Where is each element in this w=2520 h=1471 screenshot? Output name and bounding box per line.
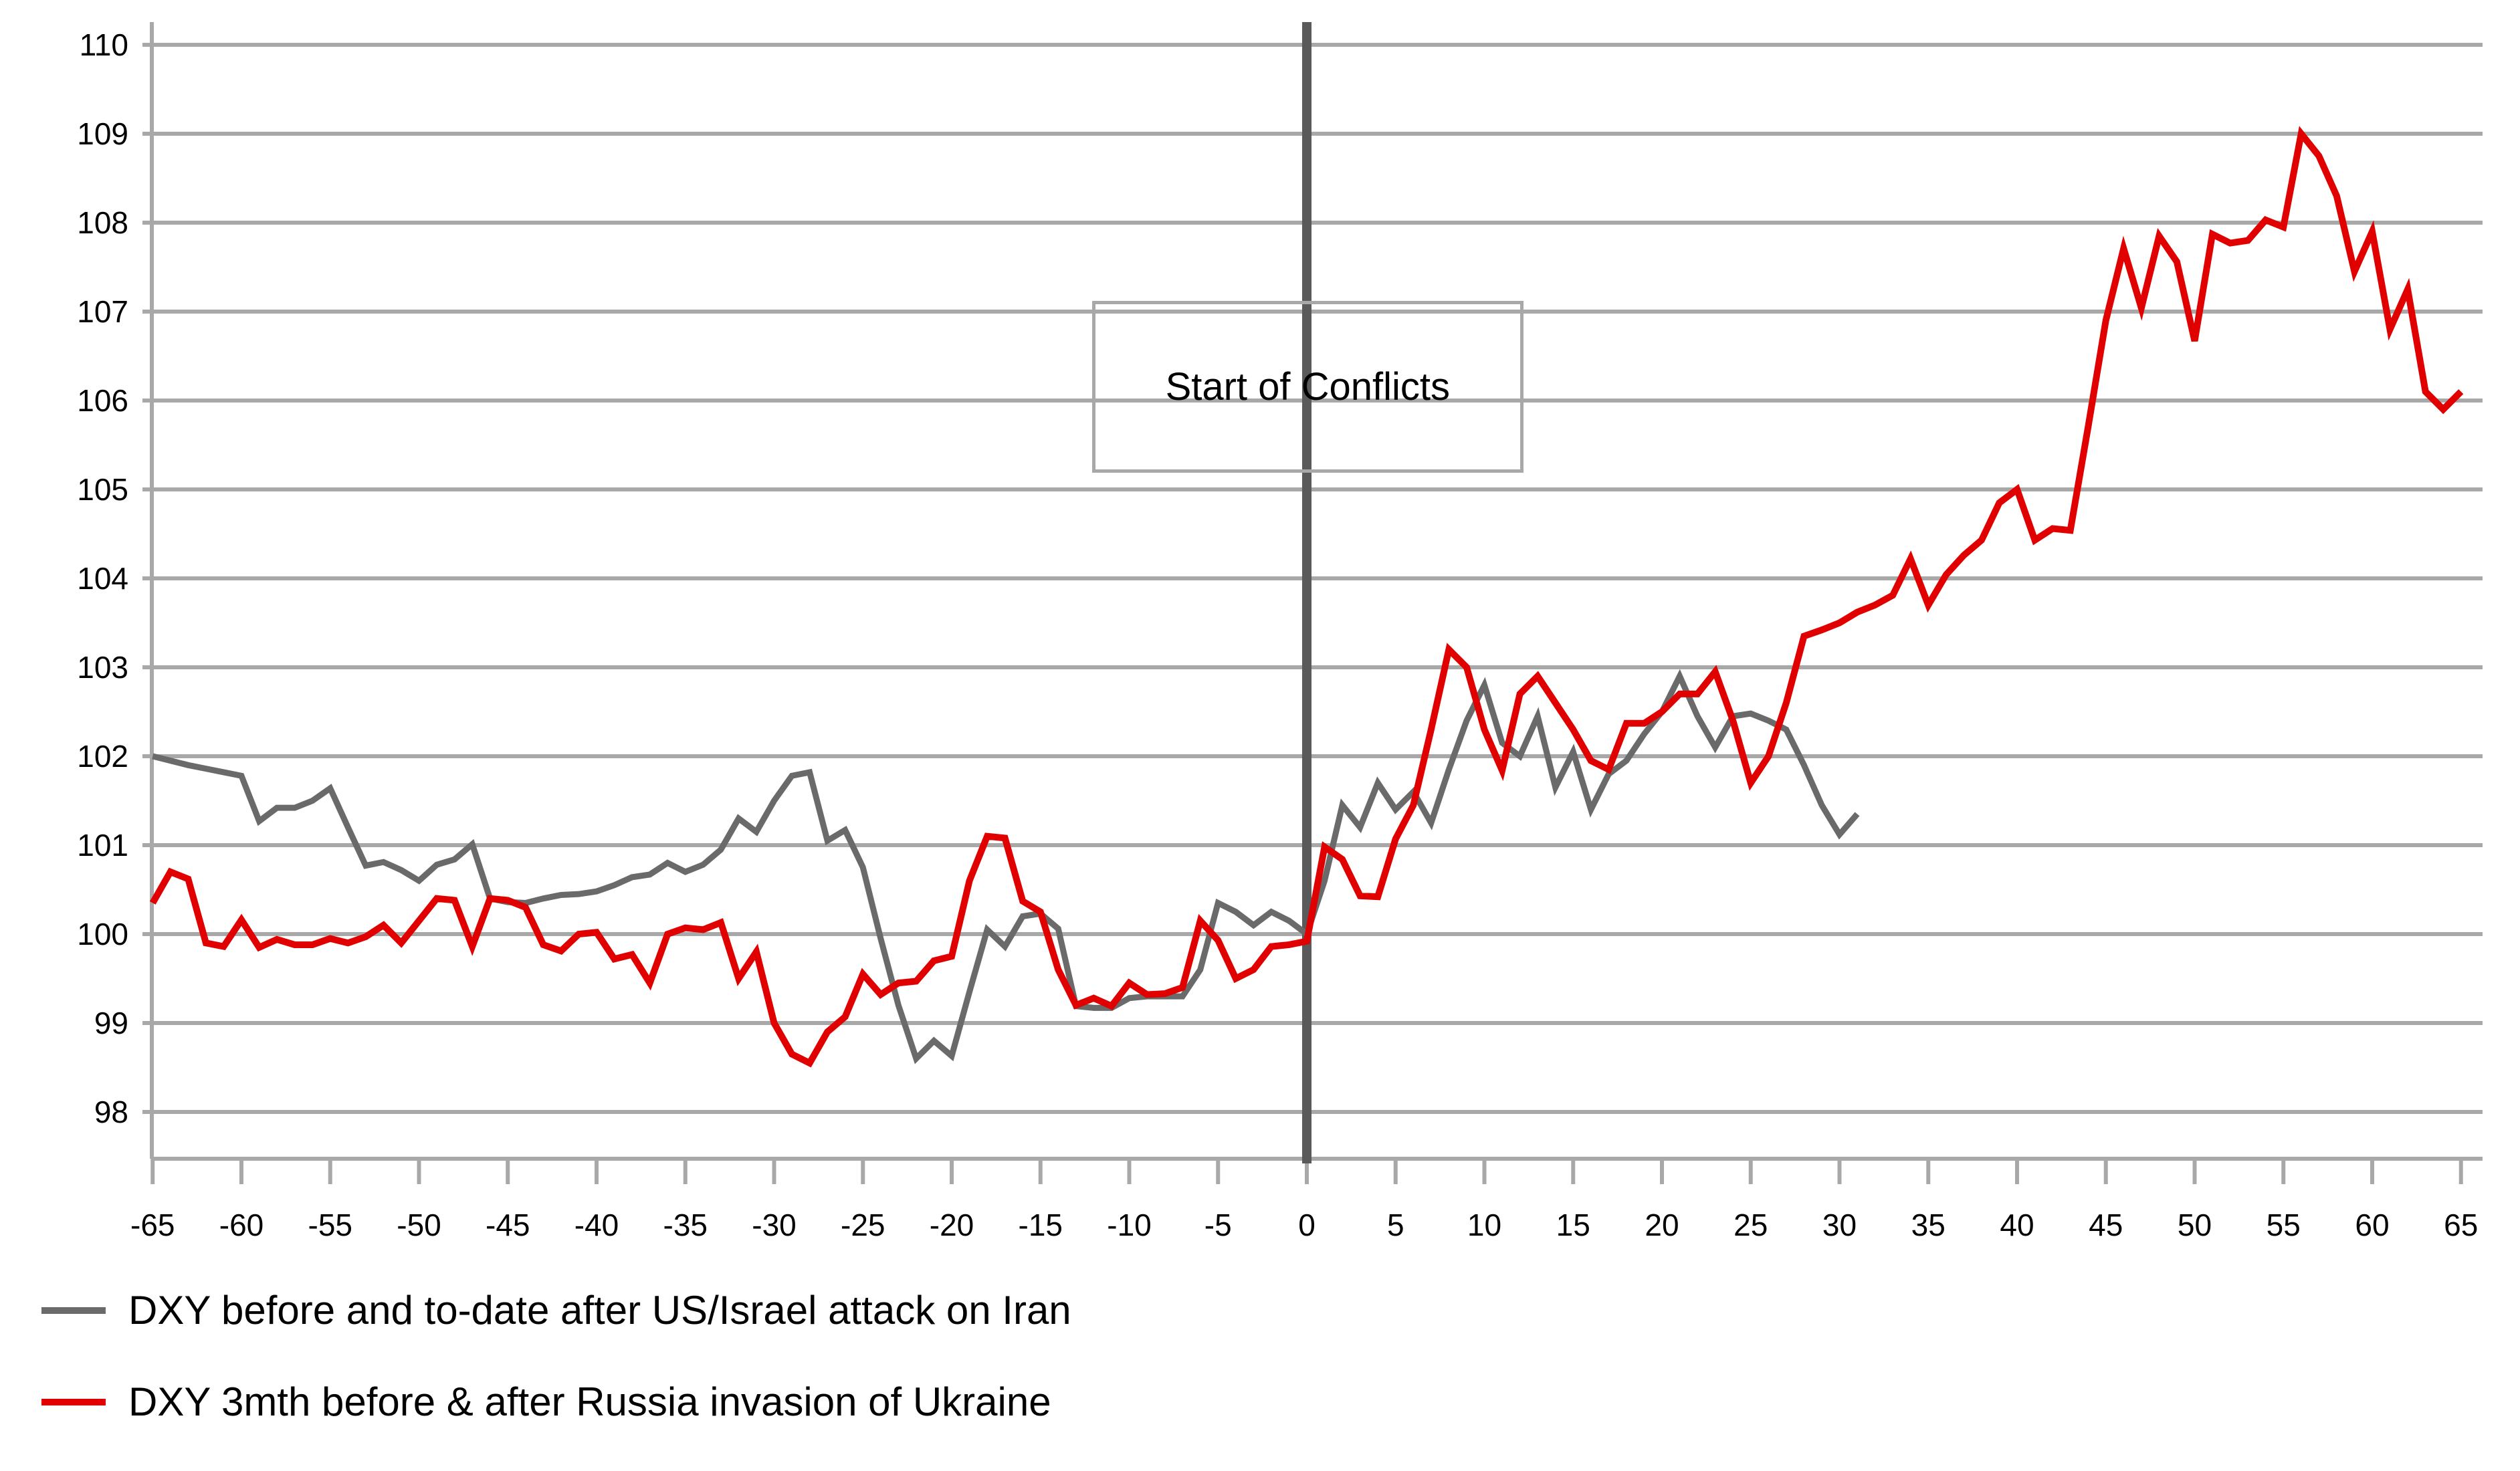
x-axis-label: 40 xyxy=(2000,1208,2034,1242)
x-axis-label: 65 xyxy=(2444,1208,2478,1242)
x-axis-label: -45 xyxy=(486,1208,530,1242)
y-axis-label: 101 xyxy=(77,828,128,863)
y-axis-label: 104 xyxy=(77,561,128,596)
series-line-dxy-ukraine xyxy=(149,126,2464,1068)
y-axis-label: 105 xyxy=(77,472,128,507)
x-axis-label: -55 xyxy=(308,1208,352,1242)
x-axis-label: -60 xyxy=(219,1208,264,1242)
legend-label-iran: DXY before and to-date after US/Israel a… xyxy=(128,1288,1071,1333)
y-axis-label: 102 xyxy=(77,739,128,774)
x-axis-label: 30 xyxy=(1822,1208,1857,1242)
y-axis-label: 98 xyxy=(94,1095,128,1129)
iran-series-color-swatch xyxy=(41,1307,106,1314)
x-axis-label: 5 xyxy=(1387,1208,1404,1242)
ukraine-series-color-swatch xyxy=(41,1398,106,1405)
x-axis-label: -40 xyxy=(574,1208,619,1242)
start-of-conflicts-annotation-box: Start of Conflicts xyxy=(1091,301,1524,473)
x-axis-label: -25 xyxy=(841,1208,885,1242)
y-axis-label: 100 xyxy=(77,917,128,951)
x-axis-label: -20 xyxy=(930,1208,974,1242)
start-of-conflicts-label: Start of Conflicts xyxy=(1165,364,1451,409)
legend-item-iran: DXY before and to-date after US/Israel a… xyxy=(41,1287,1071,1333)
x-axis-label: -30 xyxy=(752,1208,796,1242)
y-axis-label: 110 xyxy=(80,27,128,62)
y-axis-label: 108 xyxy=(77,205,128,240)
x-axis-label: 60 xyxy=(2355,1208,2389,1242)
x-axis-label: -5 xyxy=(1204,1208,1232,1242)
legend-item-ukraine: DXY 3mth before & after Russia invasion … xyxy=(41,1379,1051,1425)
x-axis-label: 10 xyxy=(1467,1208,1501,1242)
x-axis-label: -65 xyxy=(130,1208,175,1242)
x-axis-label: -10 xyxy=(1107,1208,1151,1242)
y-axis-label: 109 xyxy=(77,116,128,151)
x-axis-label: 20 xyxy=(1645,1208,1679,1242)
x-axis-label: 50 xyxy=(2178,1208,2212,1242)
chart-svg: 9899100101102103104105106107108109110-65… xyxy=(77,22,2483,1242)
y-axis-label: 106 xyxy=(77,383,128,418)
x-axis-label: 35 xyxy=(1911,1208,1946,1242)
chart-area: 98 99 100 101 102 103 104 105 106 107 108 109 110 -65… xyxy=(77,22,2483,1242)
y-axis-label: 103 xyxy=(77,650,128,685)
y-axis-label: 107 xyxy=(77,294,128,329)
legend-label-ukraine: DXY 3mth before & after Russia invasion … xyxy=(128,1379,1051,1424)
x-axis-label: -50 xyxy=(397,1208,441,1242)
x-axis-label: -15 xyxy=(1019,1208,1063,1242)
x-axis-label: 25 xyxy=(1734,1208,1768,1242)
x-axis-label: 15 xyxy=(1556,1208,1590,1242)
x-axis-label: -35 xyxy=(663,1208,708,1242)
x-axis-label: 55 xyxy=(2267,1208,2301,1242)
x-axis-label: 0 xyxy=(1298,1208,1316,1242)
x-axis-label: 45 xyxy=(2089,1208,2123,1242)
series-line-dxy-iran xyxy=(152,669,1860,1064)
y-axis-label: 99 xyxy=(94,1006,128,1040)
